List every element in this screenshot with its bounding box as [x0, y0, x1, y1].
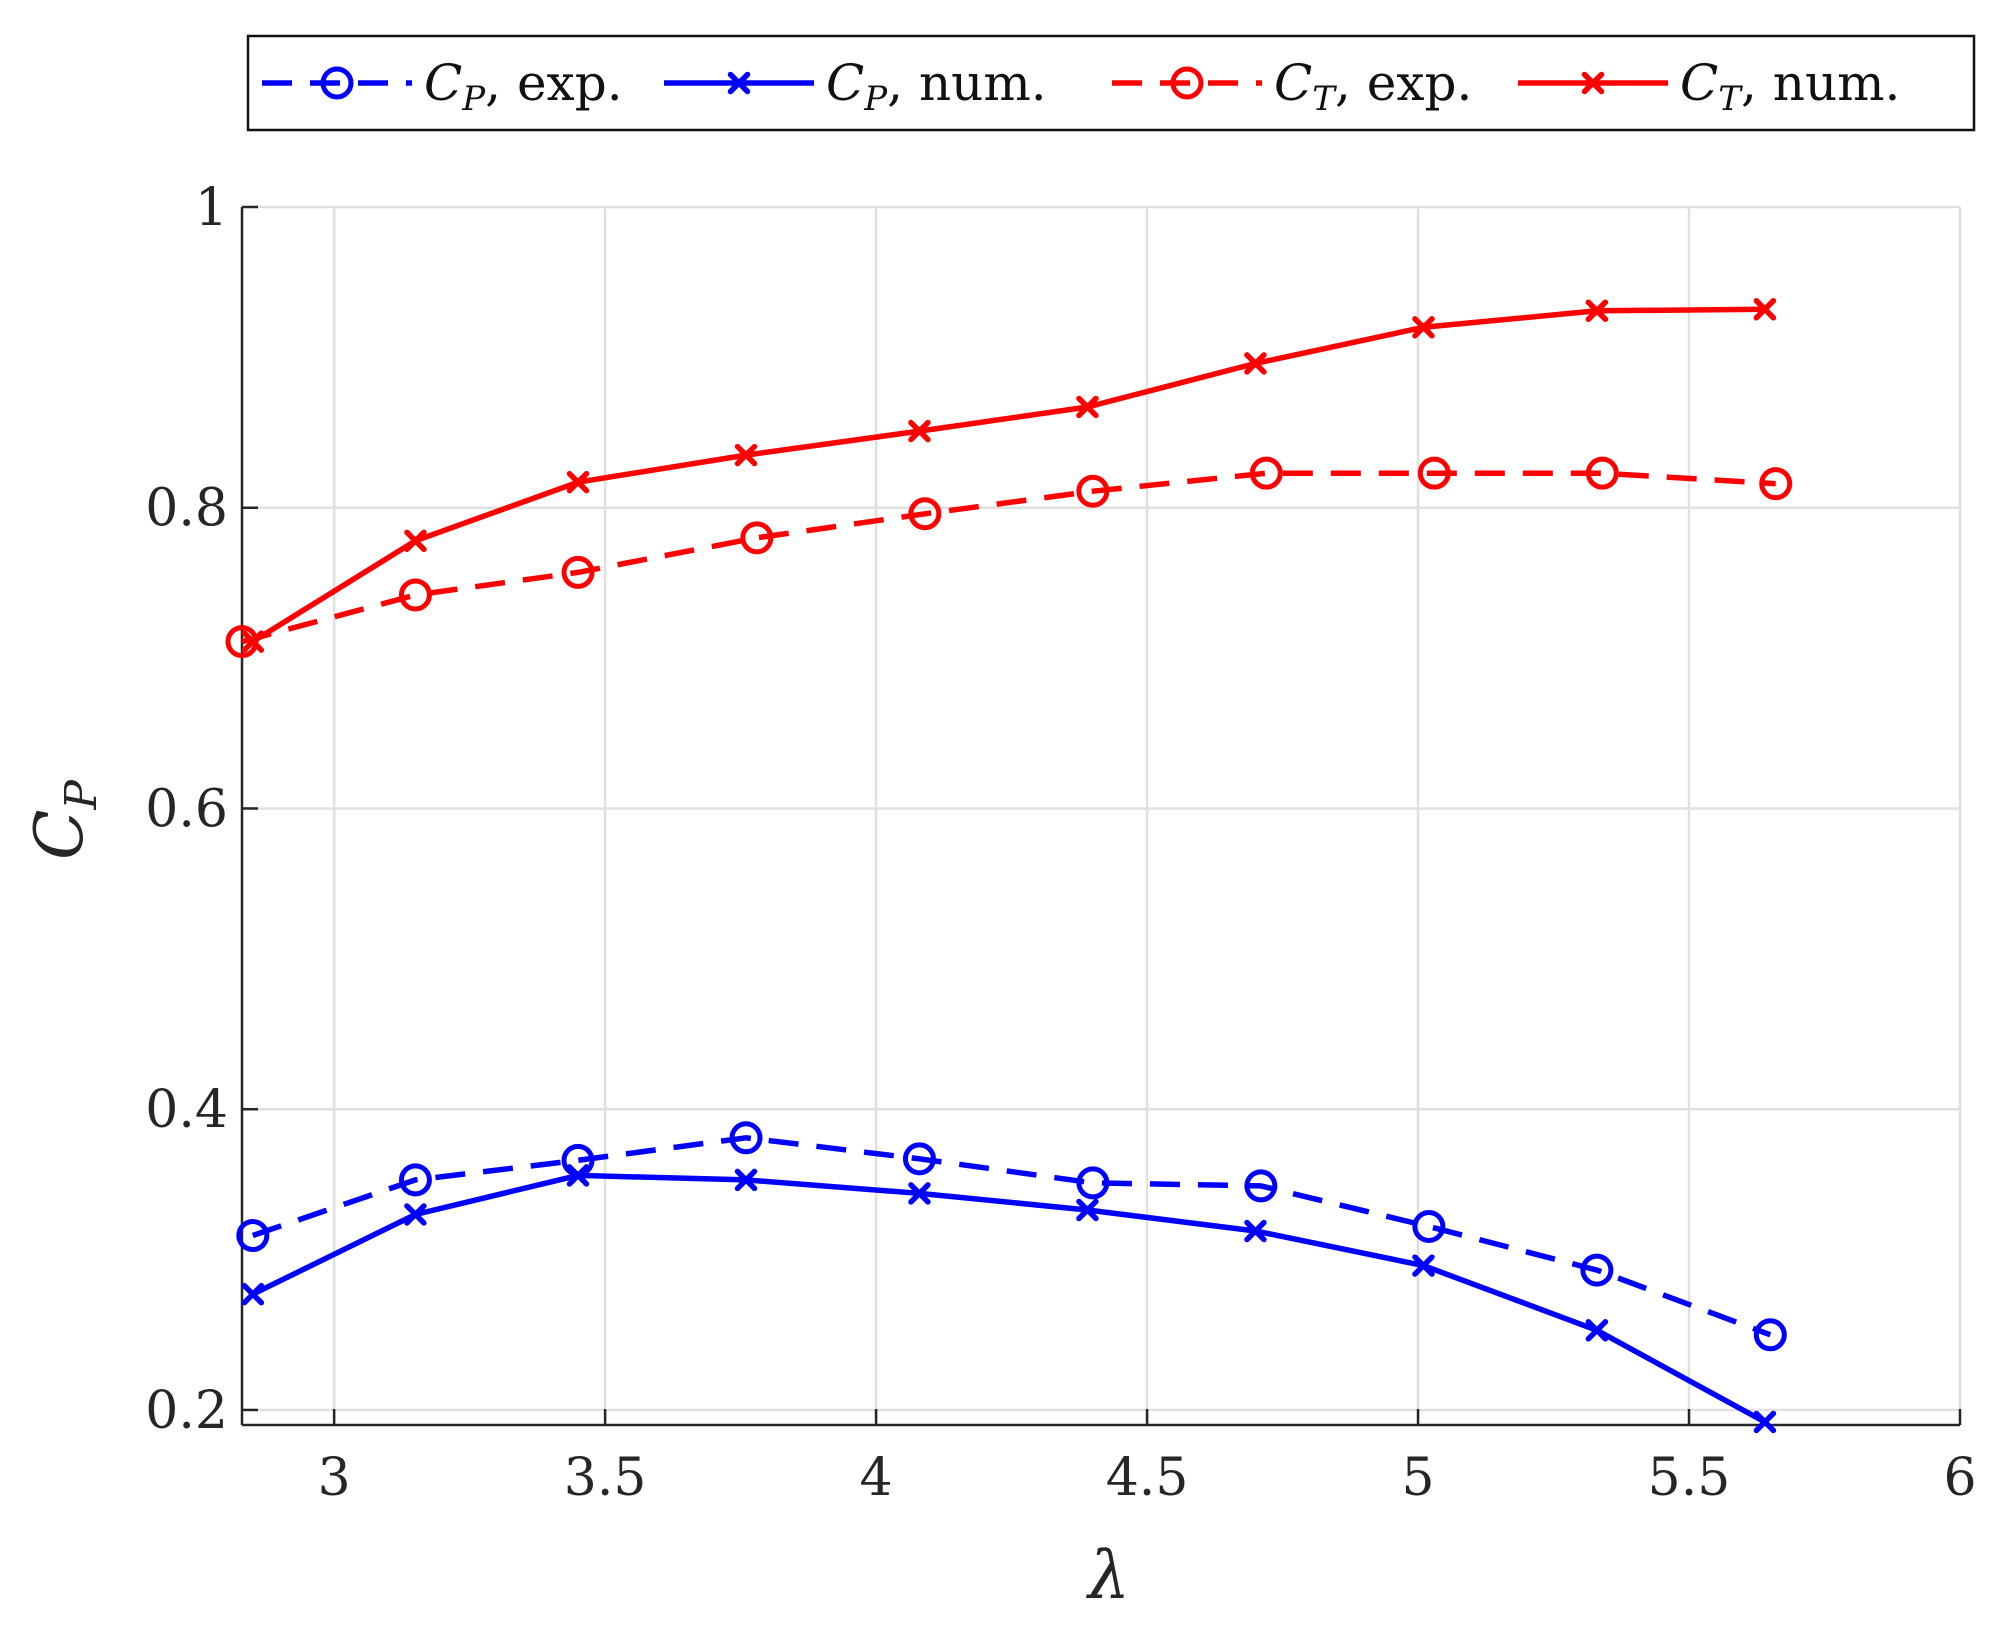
legend[interactable]: CP, exp. CP, num. CT, exp. CT, num. — [246, 34, 1976, 132]
legend-label-CT-exp: CT, exp. — [1274, 54, 1472, 119]
data-point-CT-num-8 — [1585, 299, 1609, 323]
data-point-CP-num-6 — [1244, 1219, 1267, 1243]
y-tick-label: 0.8 — [145, 479, 228, 539]
y-tick-label: 1 — [195, 178, 228, 238]
series-CP-num — [241, 1164, 1777, 1434]
tick-labels: 3 3.5 4 4.5 5 5.5 6 0.2 0.4 0.6 0.8 1 — [145, 178, 1976, 1508]
x-tick-label: 4.5 — [1106, 1448, 1189, 1508]
data-point-CT-exp-6 — [1249, 456, 1283, 490]
x-axis-label: λ — [1085, 1537, 1130, 1614]
data-point-CT-exp-2 — [561, 555, 595, 589]
grid-lines — [242, 205, 1962, 1425]
legend-entry-CP-num[interactable]: CP, num. — [664, 54, 1047, 119]
y-tick-label: 0.2 — [145, 1381, 228, 1441]
data-point-CT-exp-5 — [1076, 474, 1110, 508]
data-point-CP-exp-0 — [236, 1219, 270, 1253]
legend-label-CP-num: CP, num. — [826, 54, 1047, 119]
data-point-CT-num-7 — [1412, 316, 1435, 339]
x-tick-label: 5.5 — [1648, 1448, 1731, 1508]
x-tick-label: 3 — [318, 1448, 351, 1508]
y-axis-label-main: C — [21, 810, 98, 861]
series-line-CP-exp — [251, 1135, 1772, 1338]
legend-box — [246, 34, 1976, 132]
legend-label-CT-num: CT, num. — [1680, 54, 1900, 119]
data-point-CP-num-9 — [1753, 1410, 1777, 1434]
legend-entry-CT-exp[interactable]: CT, exp. — [1112, 54, 1472, 119]
legend-label-main: C — [1274, 54, 1312, 112]
axes — [240, 205, 1962, 1427]
data-point-CP-num-4 — [908, 1182, 931, 1205]
data-point-CP-num-7 — [1412, 1254, 1435, 1277]
data-point-CP-num-5 — [1076, 1198, 1099, 1222]
legend-label-rest: , exp. — [1335, 54, 1472, 112]
data-point-CP-num-2 — [566, 1164, 590, 1187]
y-tick-label: 0.6 — [145, 779, 228, 839]
legend-label-rest: , num. — [887, 54, 1047, 112]
legend-label-main: C — [424, 54, 462, 112]
data-point-CT-num-5 — [1076, 395, 1099, 419]
data-point-CP-exp-7 — [1412, 1210, 1446, 1244]
data-point-CT-num-6 — [1244, 352, 1267, 375]
data-point-CP-exp-5 — [1076, 1166, 1110, 1200]
legend-marker-CP-num — [727, 71, 751, 95]
data-point-CT-exp-7 — [1417, 456, 1451, 490]
x-tick-label: 5 — [1401, 1448, 1434, 1508]
data-point-CP-exp-8 — [1580, 1253, 1614, 1287]
x-tick-label: 6 — [1943, 1448, 1976, 1508]
data-point-CT-num-2 — [566, 470, 590, 494]
x-tick-label: 3.5 — [564, 1448, 647, 1508]
data-point-CT-num-1 — [404, 529, 427, 553]
data-point-CT-num-4 — [908, 419, 931, 443]
data-point-CT-exp-8 — [1585, 456, 1619, 490]
data-point-CP-exp-6 — [1244, 1169, 1278, 1203]
legend-label-sub: T — [1312, 79, 1337, 119]
axis-labels: λ CP — [21, 779, 1130, 1614]
data-point-CP-exp-4 — [902, 1142, 936, 1176]
data-point-CT-num-0 — [241, 630, 265, 653]
data-point-CP-exp-1 — [398, 1163, 432, 1197]
legend-label-main: C — [1680, 54, 1718, 112]
series-CT-exp — [225, 456, 1793, 659]
y-tick-label: 0.4 — [145, 1080, 228, 1140]
legend-label-sub: P — [461, 79, 486, 119]
data-point-CT-exp-3 — [740, 521, 774, 555]
data-point-CT-exp-1 — [398, 578, 432, 612]
x-tick-label: 4 — [860, 1448, 893, 1508]
data-point-CP-exp-3 — [729, 1121, 763, 1155]
y-axis-label-sub: P — [56, 779, 107, 811]
data-point-CP-num-1 — [404, 1203, 427, 1226]
legend-marker-CT-num — [1581, 71, 1605, 95]
y-axis-label: CP — [21, 779, 107, 861]
data-point-CT-exp-9 — [1759, 467, 1793, 501]
data-point-CT-num-9 — [1753, 298, 1777, 321]
legend-entry-CP-exp[interactable]: CP, exp. — [262, 54, 623, 119]
legend-marker-CP-exp — [320, 66, 354, 100]
legend-marker-CT-exp — [1170, 66, 1204, 100]
legend-entry-CT-num[interactable]: CT, num. — [1518, 54, 1900, 119]
legend-label-rest: , exp. — [485, 54, 622, 112]
data-point-CP-num-3 — [734, 1168, 758, 1192]
data-point-CT-exp-4 — [908, 497, 942, 531]
data-point-CP-num-0 — [241, 1282, 265, 1306]
legend-label-rest: , num. — [1741, 54, 1901, 112]
series-line-CT-exp — [241, 470, 1776, 645]
data-point-CP-num-8 — [1585, 1319, 1609, 1342]
legend-label-main: C — [826, 54, 864, 112]
series-line-CT-num — [251, 306, 1765, 644]
data-series — [225, 298, 1793, 1434]
series-CT-num — [241, 298, 1777, 653]
series-line-CP-num — [251, 1172, 1767, 1425]
legend-label-CP-exp: CP, exp. — [424, 54, 623, 119]
data-point-CT-num-3 — [734, 443, 758, 467]
data-point-CP-exp-9 — [1753, 1318, 1787, 1352]
legend-label-sub: T — [1718, 79, 1743, 119]
legend-label-sub: P — [863, 79, 888, 119]
